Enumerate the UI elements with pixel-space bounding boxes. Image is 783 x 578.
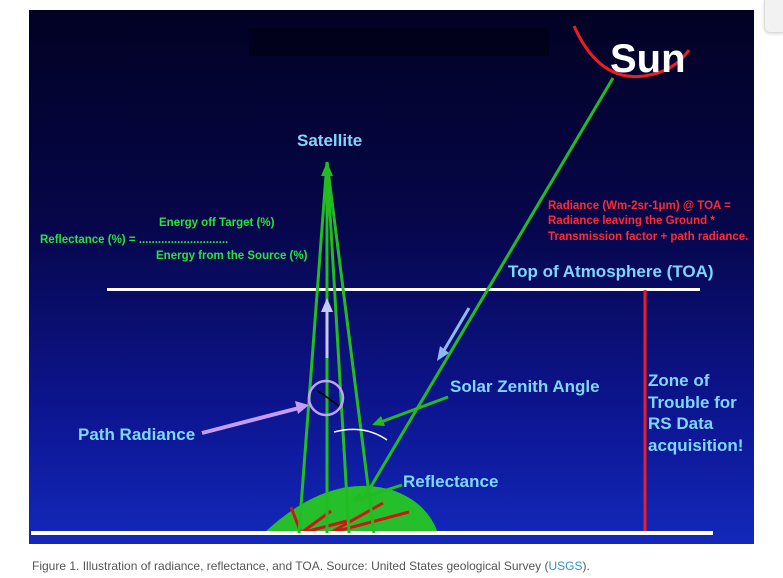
reflectance-label: Reflectance <box>403 472 499 491</box>
zenith-arrowhead <box>372 416 385 426</box>
reflectance-arrowhead <box>351 492 363 502</box>
usgs-link[interactable]: USGS <box>548 559 583 573</box>
sun-arc <box>572 25 691 79</box>
scatter-arrow <box>316 389 340 407</box>
zenith-arc <box>333 428 388 441</box>
satellite-arrowhead <box>321 162 333 176</box>
path-radiance-label: Path Radiance <box>78 425 196 444</box>
toa-line <box>107 288 700 291</box>
corner-tab[interactable] <box>764 0 783 33</box>
diagram-slide: Sun Satellite Top of Atmosphere (TOA) Pa… <box>29 10 754 544</box>
reflectance-formula: Reflectance (%) = ......................… <box>40 234 229 246</box>
sun-ray <box>361 77 615 501</box>
zone-line-4: acquisition! <box>648 435 744 455</box>
caption-text: Figure 1. Illustration of radiance, refl… <box>32 559 549 573</box>
figure-caption: Figure 1. Illustration of radiance, refl… <box>32 559 590 573</box>
scatter-circle <box>307 379 345 417</box>
formula-denominator: Energy from the Source (%) <box>156 250 308 262</box>
ground-hill <box>264 485 438 533</box>
ground-line <box>31 531 713 535</box>
sun-ray-arrow <box>441 307 471 353</box>
top-band <box>249 28 549 56</box>
zone-of-trouble-label: Zone of Trouble for RS Data acquisition! <box>648 370 743 456</box>
diagram-graphics <box>31 25 713 535</box>
toa-label: Top of Atmosphere (TOA) <box>508 262 714 281</box>
sun-label: Sun <box>610 37 686 81</box>
upward-arrowhead <box>321 298 333 312</box>
satellite-cone <box>297 161 376 534</box>
zone-line-1: Zone of <box>648 371 710 390</box>
caption-end: ). <box>582 559 590 573</box>
zenith-arrow <box>380 395 449 424</box>
solar-zenith-angle-label: Solar Zenith Angle <box>450 377 600 396</box>
radiance-note: Radiance (Wm-2sr-1μm) @ TOA = Radiance l… <box>548 200 749 243</box>
zone-line-3: RS Data <box>648 414 714 434</box>
reflectance-arrow <box>358 483 403 501</box>
sun-ray-arrowhead <box>437 346 449 361</box>
formula-numerator: Energy off Target (%) <box>159 217 275 229</box>
path-radiance-arrowhead <box>295 401 309 414</box>
satellite-label: Satellite <box>297 131 363 150</box>
zone-line-2: Trouble for <box>648 392 737 412</box>
path-radiance-arrow <box>201 406 300 435</box>
